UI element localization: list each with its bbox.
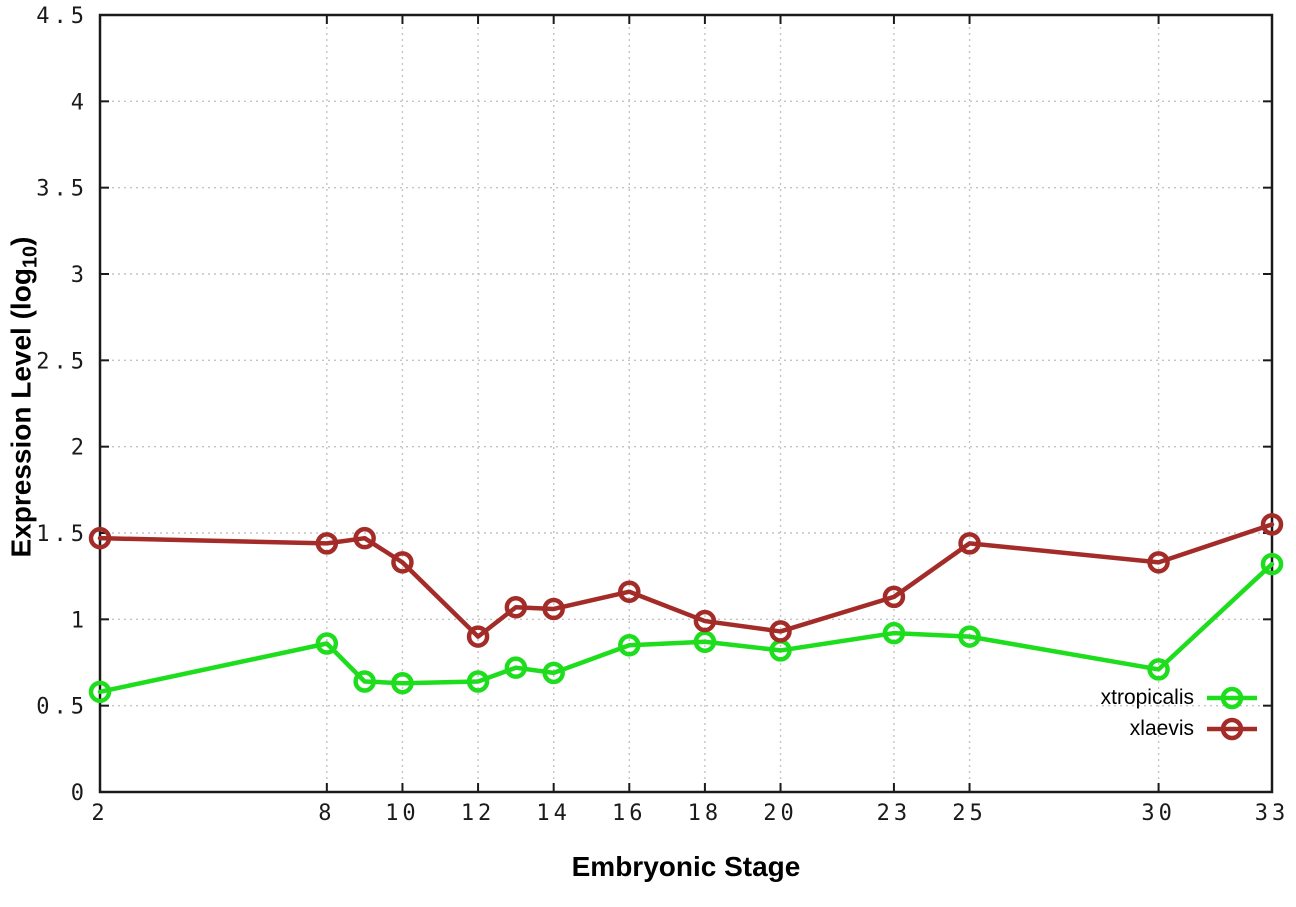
- series-line-xtropicalis: [97, 561, 1275, 695]
- data-point-xtropicalis: [882, 621, 906, 645]
- data-point-xtropicalis: [504, 656, 528, 679]
- x-tick-label: 8: [318, 801, 335, 826]
- x-tick-label: 20: [763, 801, 798, 826]
- legend-label-xtropicalis: xtropicalis: [1100, 686, 1194, 709]
- data-point-xlaevis: [618, 580, 641, 603]
- y-axis-title-subscript: 10: [19, 245, 42, 269]
- data-point-xlaevis: [693, 609, 717, 633]
- data-point-xtropicalis: [315, 632, 339, 655]
- data-point-xlaevis: [1260, 513, 1284, 536]
- y-tick-label: 0: [71, 781, 88, 806]
- x-tick-label: 30: [1141, 801, 1176, 826]
- y-tick-label: 3: [71, 263, 88, 288]
- data-point-xlaevis: [315, 532, 339, 555]
- y-axis-title: Expression Level (log10): [6, 237, 43, 558]
- x-axis-title: Embryonic Stage: [571, 851, 801, 882]
- y-axis-title-text: Expression Level (log: [5, 268, 37, 558]
- legend-entry-xlaevis: xlaevis: [1101, 714, 1260, 744]
- x-tick-label: 12: [461, 801, 496, 826]
- data-point-xlaevis: [353, 526, 376, 550]
- legend-sample-circle: [1220, 717, 1244, 741]
- data-point-xtropicalis: [466, 670, 490, 693]
- data-point-xtropicalis: [391, 671, 414, 695]
- data-point-xtropicalis: [693, 630, 717, 654]
- data-point-xlaevis: [504, 595, 528, 619]
- y-tick-label: 1: [71, 608, 88, 633]
- data-point-xtropicalis: [958, 625, 981, 648]
- y-tick-label: 1.5: [36, 522, 88, 547]
- data-point-xlaevis: [391, 551, 414, 574]
- data-point-xlaevis: [769, 620, 792, 643]
- data-point-xlaevis: [466, 625, 490, 648]
- plot-border: [98, 13, 1274, 794]
- x-tick-label: 2: [91, 801, 108, 826]
- data-point-xtropicalis: [88, 680, 112, 704]
- x-tick-label: 18: [688, 801, 723, 826]
- data-point-xlaevis: [542, 597, 565, 621]
- y-tick-label: 0.5: [36, 695, 88, 720]
- data-point-xtropicalis: [542, 661, 565, 685]
- x-tick-label: 10: [385, 801, 420, 826]
- legend-sample-marker-xtropicalis: [1207, 686, 1257, 710]
- x-tick-label: 33: [1255, 801, 1290, 826]
- x-tick-label: 16: [612, 801, 647, 826]
- y-tick-label: 2: [71, 436, 88, 461]
- y-tick-label: 4.5: [36, 4, 88, 29]
- data-point-xtropicalis: [1260, 552, 1284, 576]
- y-axis-title-close: ): [5, 236, 37, 246]
- x-tick-label: 25: [952, 801, 987, 826]
- data-point-xlaevis: [882, 585, 906, 609]
- data-point-xtropicalis: [618, 633, 641, 657]
- y-tick-label: 2.5: [36, 349, 88, 374]
- x-tick-label: 23: [877, 801, 912, 826]
- legend: xtropicalis xlaevis: [1101, 683, 1260, 744]
- y-tick-label: 3.5: [36, 177, 88, 202]
- data-point-xtropicalis: [1147, 658, 1170, 681]
- legend-sample-marker-xlaevis: [1207, 717, 1257, 741]
- legend-entry-xtropicalis: xtropicalis: [1101, 683, 1260, 713]
- x-tick-label: 14: [536, 801, 571, 826]
- data-point-xtropicalis: [353, 670, 376, 693]
- data-point-xlaevis: [88, 526, 112, 550]
- data-point-xlaevis: [958, 532, 981, 555]
- legend-label-xlaevis: xlaevis: [1129, 717, 1194, 740]
- y-tick-label: 4: [71, 90, 88, 115]
- legend-sample-circle: [1220, 686, 1244, 710]
- data-point-xlaevis: [1147, 551, 1170, 574]
